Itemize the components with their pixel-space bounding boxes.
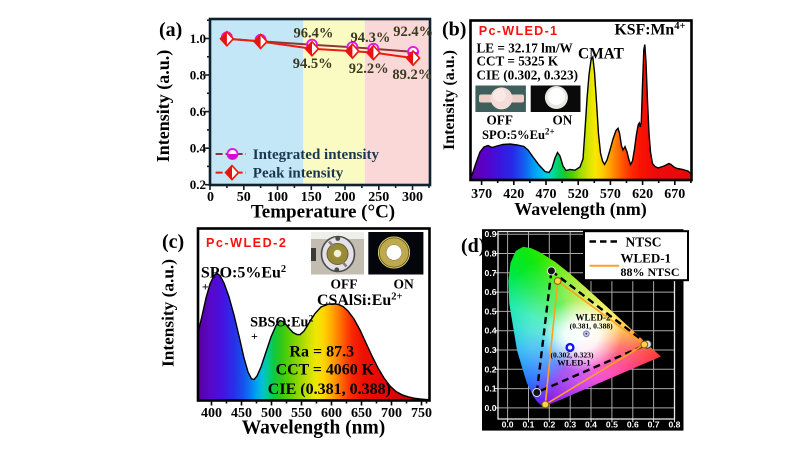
svg-text:0.3: 0.3 <box>564 420 576 430</box>
svg-text:0.8: 0.8 <box>485 249 497 259</box>
svg-text:700: 700 <box>381 406 402 421</box>
svg-text:CCT = 5325 K: CCT = 5325 K <box>477 54 559 69</box>
svg-text:0: 0 <box>207 190 214 205</box>
svg-text:0.1: 0.1 <box>523 420 535 430</box>
svg-text:WLED-2: WLED-2 <box>575 312 611 322</box>
svg-text:620: 620 <box>632 187 653 202</box>
svg-text:570: 570 <box>600 187 621 202</box>
svg-text:SPO:5%Eu2+: SPO:5%Eu2+ <box>482 127 555 143</box>
svg-text:0.1: 0.1 <box>485 384 497 394</box>
svg-text:0.0: 0.0 <box>502 420 514 430</box>
svg-text:94.3%: 94.3% <box>351 30 391 46</box>
svg-text:NTSC: NTSC <box>626 234 662 249</box>
svg-text:0.6: 0.6 <box>190 104 207 119</box>
svg-text:SBSO:Eu2: SBSO:Eu2 <box>250 314 313 331</box>
svg-text:Ra = 87.3: Ra = 87.3 <box>289 343 354 360</box>
svg-text:88% NTSC: 88% NTSC <box>621 265 680 279</box>
svg-text:Wavelength (nm): Wavelength (nm) <box>242 418 386 439</box>
svg-text:0.5: 0.5 <box>606 420 618 430</box>
svg-text:0.8: 0.8 <box>190 68 207 83</box>
svg-text:0.2: 0.2 <box>543 420 555 430</box>
svg-text:(0.381, 0.388): (0.381, 0.388) <box>570 321 613 330</box>
svg-text:420: 420 <box>503 187 524 202</box>
svg-text:92.4%: 92.4% <box>393 24 433 40</box>
svg-text:92.2%: 92.2% <box>349 61 389 77</box>
svg-text:50: 50 <box>237 190 251 205</box>
svg-text:520: 520 <box>568 187 589 202</box>
svg-text:0.8: 0.8 <box>669 420 681 430</box>
svg-text:0.4: 0.4 <box>485 326 497 336</box>
svg-text:470: 470 <box>536 187 557 202</box>
svg-text:Peak intensity: Peak intensity <box>253 165 344 181</box>
svg-text:0.2: 0.2 <box>190 177 206 192</box>
svg-text:94.5%: 94.5% <box>293 56 333 72</box>
svg-text:0.4: 0.4 <box>190 141 207 156</box>
svg-text:(c): (c) <box>162 231 184 253</box>
svg-text:Temperature (°C): Temperature (°C) <box>251 202 395 223</box>
svg-text:0.9: 0.9 <box>485 229 497 239</box>
svg-text:Wavelength (nm): Wavelength (nm) <box>514 199 647 220</box>
svg-text:400: 400 <box>201 406 222 421</box>
svg-text:0.4: 0.4 <box>585 420 597 430</box>
svg-text:150: 150 <box>301 190 322 205</box>
svg-text:370: 370 <box>471 187 492 202</box>
svg-text:0.7: 0.7 <box>485 268 497 278</box>
svg-text:OFF: OFF <box>487 112 513 127</box>
svg-text:300: 300 <box>402 190 423 205</box>
svg-text:0.6: 0.6 <box>485 287 497 297</box>
svg-text:600: 600 <box>321 406 342 421</box>
svg-text:CSAlSi:Eu2+: CSAlSi:Eu2+ <box>317 292 402 310</box>
svg-text:(b): (b) <box>442 19 466 41</box>
svg-text:650: 650 <box>351 406 372 421</box>
svg-text:0.3: 0.3 <box>485 345 497 355</box>
svg-text:Intensity (a.u.): Intensity (a.u.) <box>153 50 174 163</box>
svg-text:250: 250 <box>368 190 389 205</box>
svg-text:100: 100 <box>267 190 288 205</box>
svg-text:CMAT: CMAT <box>578 45 625 62</box>
svg-text:0.2: 0.2 <box>485 364 497 374</box>
svg-text:96.4%: 96.4% <box>294 26 334 42</box>
svg-text:0.6: 0.6 <box>627 420 639 430</box>
svg-text:(d): (d) <box>461 235 485 257</box>
svg-text:CCT = 4060 K: CCT = 4060 K <box>276 361 375 378</box>
svg-text:+: + <box>202 280 209 294</box>
svg-text:KSF:Mn4+: KSF:Mn4+ <box>615 21 686 39</box>
svg-text:Pc-WLED-2: Pc-WLED-2 <box>206 236 287 250</box>
svg-text:89.2%: 89.2% <box>392 67 432 83</box>
svg-text:0.5: 0.5 <box>485 306 497 316</box>
svg-text:WLED-1: WLED-1 <box>621 250 672 265</box>
svg-text:(a): (a) <box>159 19 182 41</box>
svg-text:550: 550 <box>291 406 312 421</box>
svg-text:(0.302, 0.323): (0.302, 0.323) <box>550 351 593 360</box>
svg-text:670: 670 <box>664 187 685 202</box>
svg-text:+: + <box>251 329 258 343</box>
svg-text:Intensity (a.u.): Intensity (a.u.) <box>441 50 458 150</box>
svg-text:Integrated intensity: Integrated intensity <box>253 147 380 163</box>
svg-text:200: 200 <box>335 190 356 205</box>
svg-text:Pc-WLED-1: Pc-WLED-1 <box>479 24 559 38</box>
svg-text:0.7: 0.7 <box>648 420 660 430</box>
svg-text:CIE (0.381, 0.388): CIE (0.381, 0.388) <box>268 381 391 398</box>
svg-text:450: 450 <box>231 406 252 421</box>
svg-text:Intensity (a.u.): Intensity (a.u.) <box>159 259 178 367</box>
svg-text:SPO:5%Eu2: SPO:5%Eu2 <box>201 264 286 282</box>
svg-text:1.0: 1.0 <box>190 31 206 46</box>
svg-text:500: 500 <box>261 406 282 421</box>
svg-text:OFF: OFF <box>331 277 358 292</box>
svg-text:ON: ON <box>553 112 573 127</box>
svg-text:750: 750 <box>411 406 432 421</box>
svg-text:LE = 32.17 lm/W: LE = 32.17 lm/W <box>477 40 573 55</box>
svg-text:CIE (0.302, 0.323): CIE (0.302, 0.323) <box>477 68 578 83</box>
svg-text:ON: ON <box>394 277 415 292</box>
svg-text:0.0: 0.0 <box>485 403 497 413</box>
svg-text:WLED-1: WLED-1 <box>557 357 590 367</box>
